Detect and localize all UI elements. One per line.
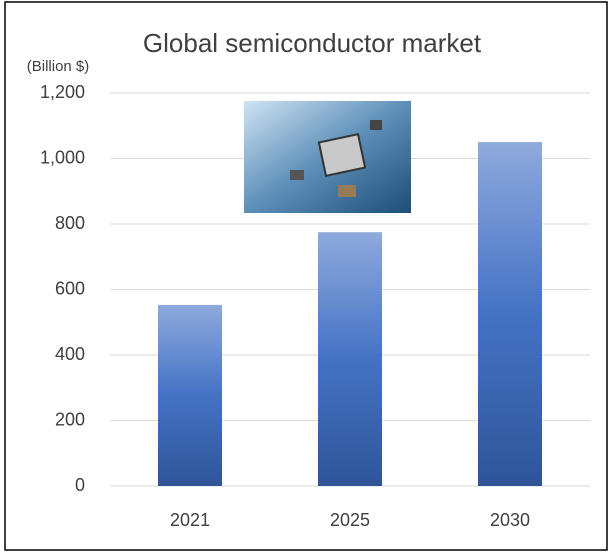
y-tick-label: 1,200 xyxy=(40,82,85,102)
x-tick-label: 2025 xyxy=(330,510,370,530)
y-tick-label: 0 xyxy=(75,475,85,495)
decorative-photo xyxy=(244,101,411,213)
y-tick-label: 200 xyxy=(55,409,85,429)
chart-title: Global semiconductor market xyxy=(143,28,482,58)
bar xyxy=(158,304,222,486)
x-tick-label: 2030 xyxy=(490,510,530,530)
y-tick-label: 1,000 xyxy=(40,147,85,167)
bar xyxy=(318,232,382,486)
y-tick-label: 600 xyxy=(55,278,85,298)
bar xyxy=(478,142,542,486)
y-tick-label: 800 xyxy=(55,213,85,233)
y-axis-label: (Billion $) xyxy=(27,58,90,75)
x-tick-label: 2021 xyxy=(170,510,210,530)
y-tick-label: 400 xyxy=(55,344,85,364)
